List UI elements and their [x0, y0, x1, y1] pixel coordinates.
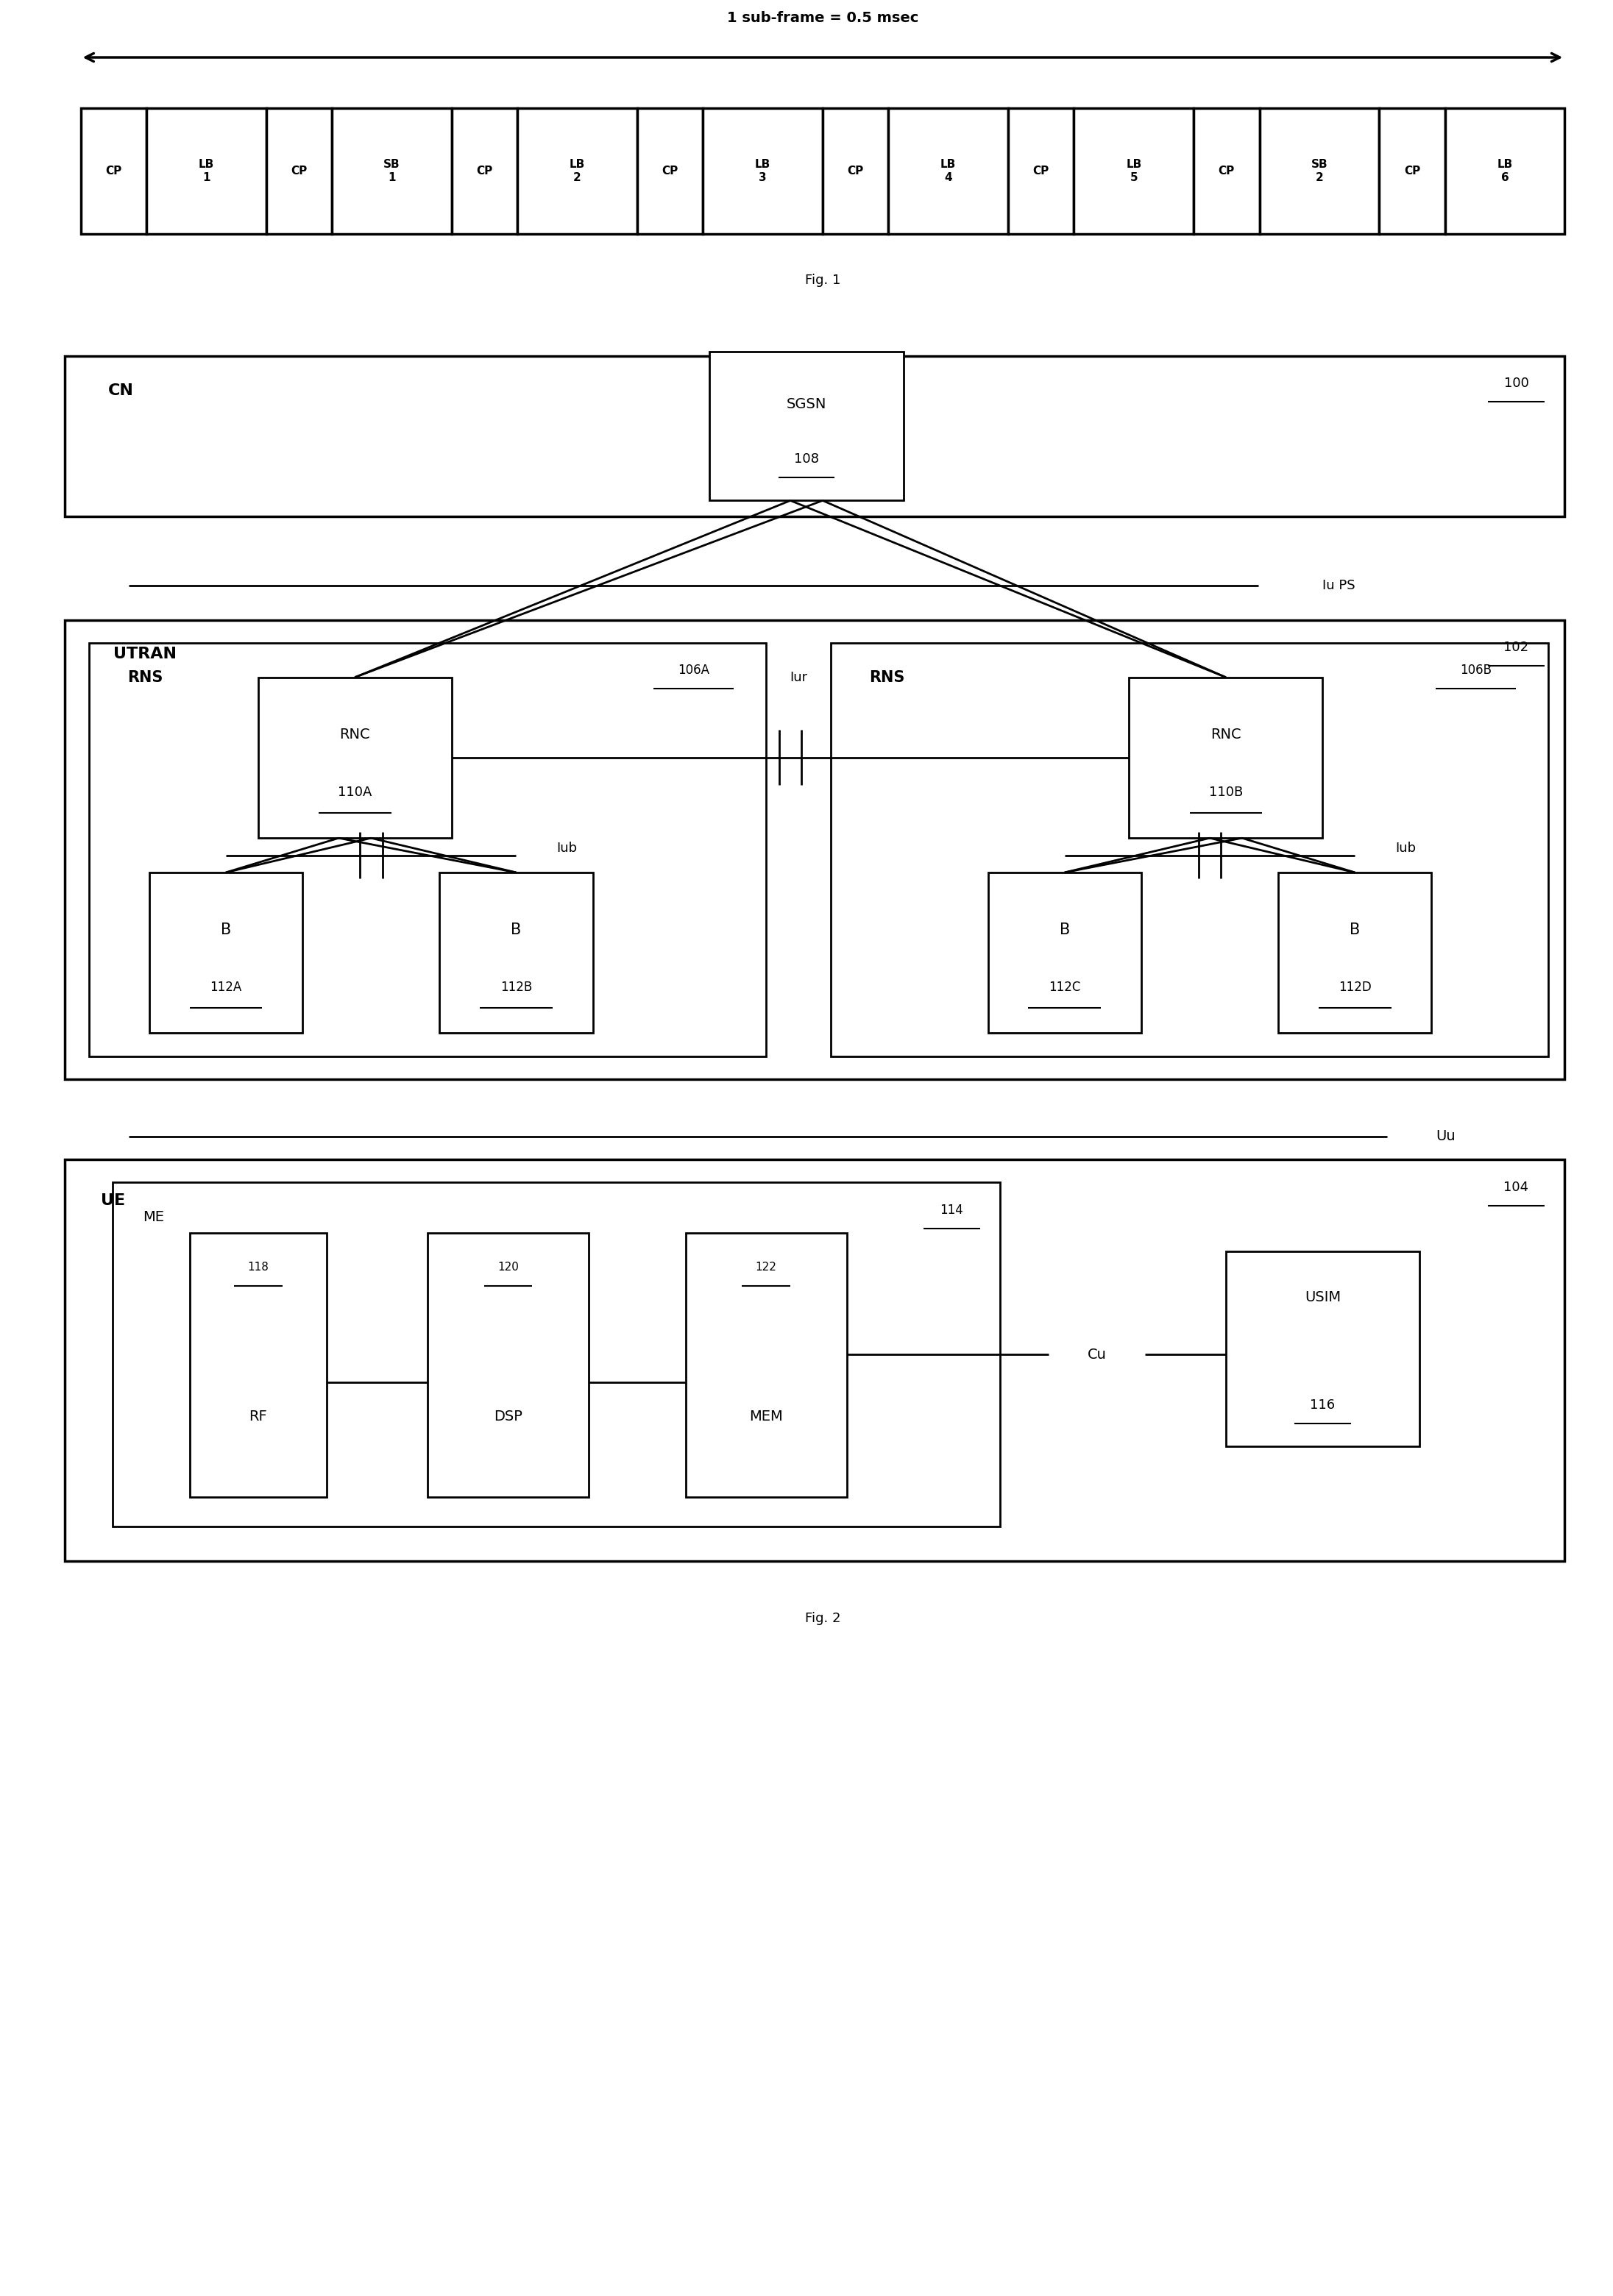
Text: 106A: 106A — [677, 664, 710, 677]
Bar — [452, 108, 518, 234]
Text: Cu: Cu — [1087, 1348, 1107, 1362]
Bar — [89, 643, 766, 1056]
Text: CN: CN — [108, 383, 134, 397]
Bar — [1129, 677, 1323, 838]
Bar — [1277, 872, 1432, 1033]
Text: 112A: 112A — [210, 980, 242, 994]
Text: LB
5: LB 5 — [1126, 158, 1142, 184]
Text: RNC: RNC — [1211, 728, 1240, 742]
Text: 110A: 110A — [337, 785, 373, 799]
Text: CP: CP — [1218, 165, 1234, 177]
Text: CP: CP — [105, 165, 121, 177]
Text: LB
1: LB 1 — [198, 158, 215, 184]
Bar — [710, 351, 903, 501]
Text: Fig. 1: Fig. 1 — [805, 273, 840, 287]
Text: RF: RF — [248, 1410, 268, 1424]
Bar — [65, 1159, 1565, 1561]
Text: B: B — [1060, 923, 1069, 937]
Text: 112D: 112D — [1339, 980, 1371, 994]
Text: CP: CP — [290, 165, 306, 177]
Text: 1 sub-frame = 0.5 msec: 1 sub-frame = 0.5 msec — [727, 11, 918, 25]
Text: B: B — [1350, 923, 1360, 937]
Bar — [686, 1233, 847, 1497]
Bar — [1226, 1251, 1419, 1446]
Text: B: B — [511, 923, 521, 937]
Text: Iu PS: Iu PS — [1323, 579, 1355, 592]
Text: Fig. 2: Fig. 2 — [805, 1612, 840, 1626]
Bar — [81, 108, 147, 234]
Text: B: B — [221, 923, 231, 937]
Bar — [1194, 108, 1260, 234]
Bar — [65, 356, 1565, 517]
Bar — [987, 872, 1142, 1033]
Text: 102: 102 — [1503, 641, 1529, 654]
Text: 100: 100 — [1503, 377, 1529, 390]
Text: Iub: Iub — [1395, 843, 1416, 854]
Bar — [889, 108, 1008, 234]
Text: CP: CP — [1403, 165, 1419, 177]
Bar — [147, 108, 266, 234]
Bar — [703, 108, 823, 234]
Text: RNS: RNS — [127, 670, 163, 684]
Text: RNS: RNS — [869, 670, 905, 684]
Text: SB
1: SB 1 — [384, 158, 400, 184]
Text: LB
3: LB 3 — [755, 158, 771, 184]
Bar — [258, 677, 452, 838]
Bar — [1260, 108, 1379, 234]
Bar — [190, 1233, 326, 1497]
Bar — [1074, 108, 1194, 234]
Text: 118: 118 — [247, 1263, 269, 1272]
Text: USIM: USIM — [1305, 1290, 1340, 1304]
Bar — [831, 643, 1548, 1056]
Text: LB
2: LB 2 — [569, 158, 586, 184]
Text: 114: 114 — [940, 1203, 963, 1217]
Text: SGSN: SGSN — [787, 397, 826, 411]
Bar — [1445, 108, 1565, 234]
Text: 120: 120 — [497, 1263, 519, 1272]
Text: CP: CP — [476, 165, 492, 177]
Text: 104: 104 — [1503, 1180, 1529, 1194]
Bar — [637, 108, 703, 234]
Text: Iur: Iur — [789, 670, 808, 684]
Text: 116: 116 — [1310, 1398, 1336, 1412]
Bar — [439, 872, 594, 1033]
Text: 122: 122 — [755, 1263, 777, 1272]
Text: SB
2: SB 2 — [1311, 158, 1327, 184]
Text: 106B: 106B — [1460, 664, 1492, 677]
Text: 108: 108 — [794, 452, 819, 466]
Bar — [148, 872, 303, 1033]
Text: 112B: 112B — [500, 980, 532, 994]
Text: UTRAN: UTRAN — [113, 647, 177, 661]
Text: Iub: Iub — [556, 843, 577, 854]
Bar — [427, 1233, 589, 1497]
Text: DSP: DSP — [494, 1410, 523, 1424]
Text: CP: CP — [661, 165, 677, 177]
Bar — [113, 1182, 1000, 1527]
Bar — [266, 108, 332, 234]
Text: UE: UE — [100, 1194, 126, 1208]
Text: ME: ME — [142, 1210, 165, 1224]
Text: 112C: 112C — [1048, 980, 1081, 994]
Bar — [518, 108, 637, 234]
Bar — [65, 620, 1565, 1079]
Text: RNC: RNC — [340, 728, 369, 742]
Text: CP: CP — [847, 165, 863, 177]
Bar — [823, 108, 889, 234]
Text: 110B: 110B — [1208, 785, 1244, 799]
Text: CP: CP — [1032, 165, 1048, 177]
Bar — [332, 108, 452, 234]
Text: LB
6: LB 6 — [1497, 158, 1513, 184]
Text: MEM: MEM — [750, 1410, 782, 1424]
Text: LB
4: LB 4 — [940, 158, 957, 184]
Text: Uu: Uu — [1436, 1130, 1455, 1143]
Bar — [1379, 108, 1445, 234]
Bar — [1008, 108, 1074, 234]
